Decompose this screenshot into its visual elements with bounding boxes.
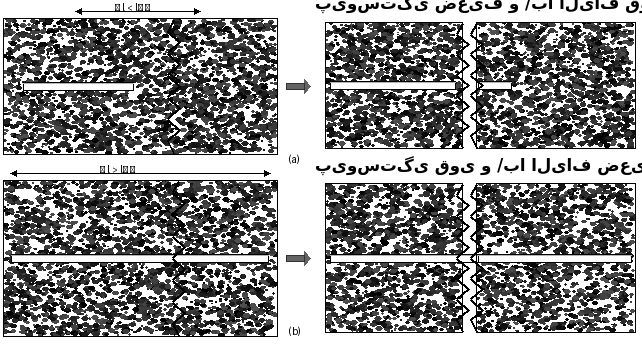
Text: پیوستگی ضعیف و /با الیاف قوی: پیوستگی ضعیف و /با الیاف قوی — [315, 0, 642, 14]
Text: پیوستگی قوی و /با الیاف ضعیف: پیوستگی قوی و /با الیاف ضعیف — [315, 157, 642, 176]
